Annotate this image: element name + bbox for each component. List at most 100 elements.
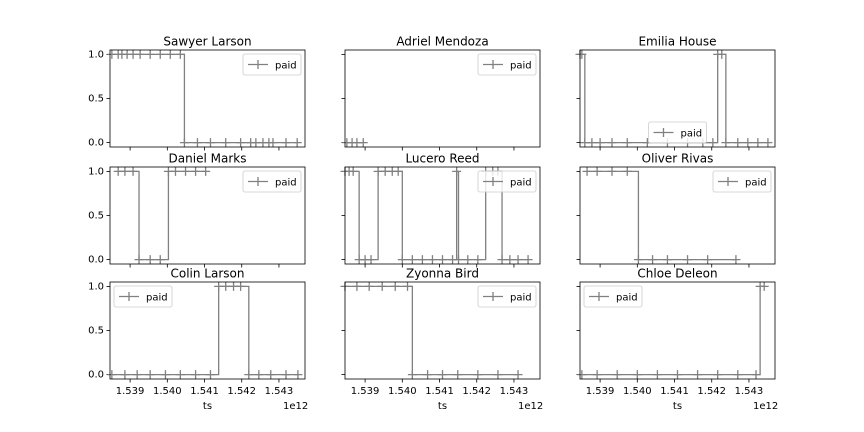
legend-label: paid [146,293,168,304]
legend-label: paid [510,178,532,189]
legend-box [242,53,302,76]
legend: paid [113,285,173,308]
legend-swatch [589,292,609,301]
point-marker [292,138,302,148]
point-marker [703,255,713,265]
point-marker [160,370,170,380]
subplot-title: Oliver Rivas [642,152,714,166]
point-marker [473,370,483,380]
point-marker [348,166,358,176]
point-marker [107,370,117,380]
point-marker [673,370,682,380]
point-marker [753,138,763,148]
legend-label: paid [275,61,297,72]
legend-label: paid [681,129,703,140]
point-marker [607,138,617,148]
point-marker [423,370,433,380]
x-offset-label: 1e12 [283,401,308,412]
point-marker [652,370,662,380]
point-marker [463,255,473,265]
point-marker [453,370,463,380]
point-marker [454,255,464,265]
legend-box [712,170,772,193]
legend: paid [477,53,537,76]
x-tick-label: 1.540 [623,386,652,397]
x-tick-label: 1.542 [227,386,256,397]
point-marker [497,255,507,265]
point-marker [236,281,246,291]
legend-label: paid [510,293,532,304]
point-marker [721,138,731,148]
point-marker [633,255,643,265]
legend-box [477,170,537,193]
point-marker [493,370,503,380]
legend-swatch [248,60,268,69]
point-marker [205,138,215,148]
legend: paid [242,53,302,76]
point-marker [120,166,130,176]
point-marker [523,255,533,265]
point-marker [595,138,605,148]
point-marker [165,49,175,59]
point-marker [390,281,400,291]
legend: paid [477,285,537,308]
axes-frame [344,281,541,380]
point-marker [407,255,417,265]
subplot: Zyonna Bird 1.539 1.540 1.541 1.542 1.543 ts 1e… [340,267,543,412]
point-marker [427,255,437,265]
subplot-title: Zyonna Bird [406,267,479,281]
point-marker [683,255,693,265]
point-marker [417,255,427,265]
axes-frame [109,49,306,148]
x-axis-label: ts [203,401,212,412]
point-marker [145,370,155,380]
point-marker [221,138,231,148]
point-marker [268,138,278,148]
axes-frame [579,166,776,265]
x-tick-label: 1.541 [660,386,689,397]
point-marker [592,370,602,380]
x-tick-label: 1.543 [500,386,529,397]
x-tick-label: 1.543 [265,386,294,397]
legend: paid [477,170,537,193]
x-tick-label: 1.542 [462,386,491,397]
x-axis-label: ts [673,401,682,412]
axes-frame [344,49,541,148]
point-marker [244,370,254,380]
point-marker [221,281,231,291]
axes-frame [344,166,541,265]
point-marker [201,166,211,176]
point-marker [179,138,189,148]
subplot-title: Adriel Mendoza [396,35,488,49]
point-marker [622,138,632,148]
point-marker [120,370,130,380]
point-marker [135,49,145,59]
x-axis-label: ts [438,401,447,412]
point-marker [717,49,727,59]
x-tick-label: 1.541 [425,386,454,397]
point-marker [155,255,165,265]
point-marker [731,255,741,265]
point-marker [473,255,483,265]
point-marker [145,255,155,265]
point-marker [205,370,215,380]
point-marker [366,255,376,265]
legend-swatch [483,292,503,301]
point-marker [592,166,602,176]
legend-swatch [653,128,674,137]
y-tick-label: 1.0 [88,166,104,177]
point-marker [713,370,723,380]
x-tick-label: 1.540 [388,386,417,397]
point-marker [505,255,515,265]
point-marker [181,166,191,176]
subplot: Chloe Deleon 1.539 1.540 1.541 1.542 1.543 ts 1… [576,267,778,412]
point-marker [170,166,180,176]
point-marker [145,49,155,59]
axes-frame [579,49,776,148]
point-marker [612,370,622,380]
point-marker [358,138,368,148]
point-marker [622,166,632,176]
y-tick-label: 0.0 [88,255,104,266]
point-marker [192,138,202,148]
